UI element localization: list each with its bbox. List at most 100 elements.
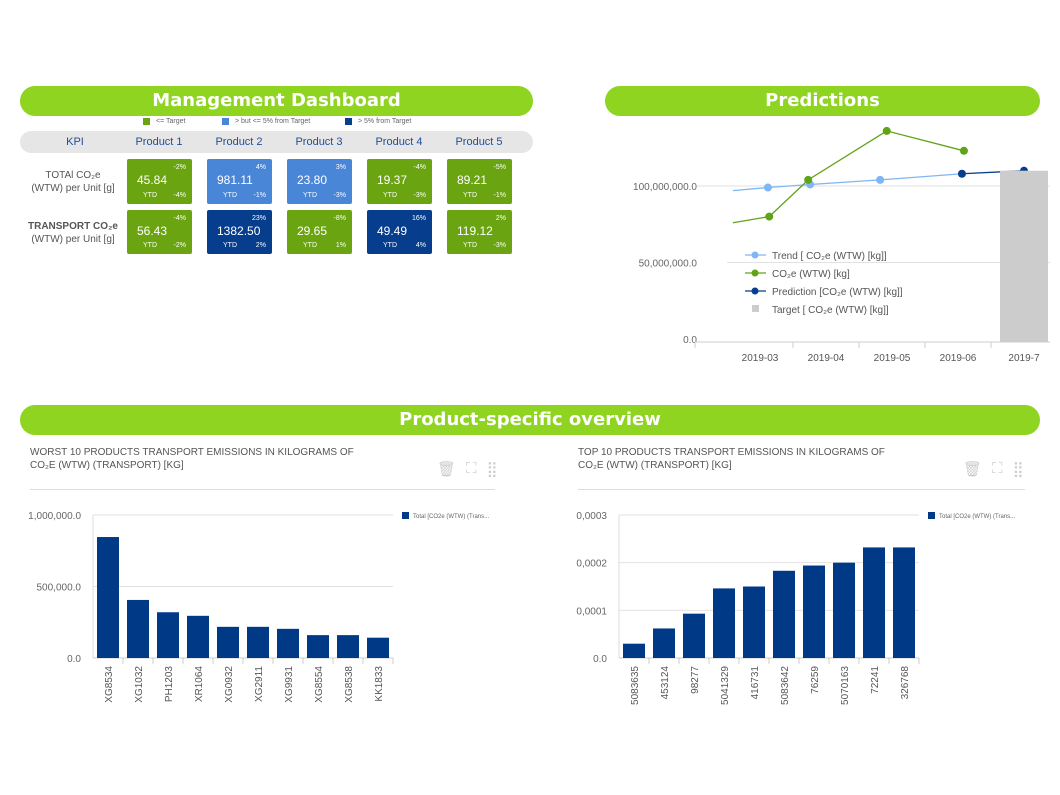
kpi-ytd-change: -4% — [173, 192, 186, 199]
legend-label[interactable]: Prediction [CO₂e (WTW) [kg]] — [772, 287, 903, 298]
bar[interactable] — [277, 628, 299, 658]
kpi-ytd-label: YTD — [463, 192, 477, 199]
data-point[interactable] — [763, 183, 772, 192]
data-point[interactable] — [957, 169, 966, 178]
bar[interactable] — [893, 547, 915, 658]
x-tick-label: XG2911 — [254, 666, 265, 702]
legend-label[interactable]: Trend [ CO₂e (WTW) [kg]] — [772, 251, 887, 262]
legend-label[interactable]: Total [CO2e (WTW) (Trans... — [413, 514, 489, 520]
bar[interactable] — [97, 537, 119, 658]
y-tick-label: 500,000.0 — [37, 583, 82, 594]
bar[interactable] — [653, 628, 675, 658]
kpi-tile[interactable]: 1382.50 23% YTD 2% — [207, 210, 272, 254]
kpi-column-header: KPI — [66, 136, 84, 148]
kpi-ytd-label: YTD — [303, 192, 317, 199]
product-column-header[interactable]: Product 2 — [215, 136, 263, 148]
y-tick-label: 50,000,000.0 — [639, 259, 698, 270]
legend-marker — [751, 287, 759, 295]
bar[interactable] — [743, 586, 765, 659]
kpi-change: 4% — [255, 164, 266, 171]
kpi-tile[interactable]: 56.43 -4% YTD -2% — [127, 210, 192, 254]
y-tick-label: 0,0002 — [576, 559, 607, 570]
kpi-label-line1: TOTAl CO₂e — [45, 170, 101, 181]
bar[interactable] — [623, 643, 645, 658]
x-tick-label: XG8554 — [314, 666, 325, 703]
kpi-value: 23.80 — [297, 173, 328, 187]
legend-label[interactable]: Total [CO2e (WTW) (Trans... — [939, 514, 1015, 520]
bar[interactable] — [307, 635, 329, 658]
legend-label[interactable]: Target [ CO₂e (WTW) [kg]] — [772, 305, 889, 316]
product-column-header[interactable]: Product 3 — [295, 136, 343, 148]
x-tick-label: XG9931 — [284, 666, 295, 703]
legend-label[interactable]: CO₂e (WTW) [kg] — [772, 269, 850, 280]
kpi-tile[interactable]: 45.84 -2% YTD -4% — [127, 159, 192, 204]
expand-icon[interactable]: ⛶ — [466, 460, 477, 477]
kpi-header-row — [20, 131, 533, 153]
x-tick-label: XG8538 — [344, 666, 355, 703]
data-point[interactable] — [765, 212, 774, 221]
legend-marker — [751, 269, 759, 277]
bar[interactable] — [833, 562, 855, 658]
chart-type-icon[interactable]: ⣿ — [1012, 461, 1024, 478]
trash-icon[interactable]: 🗑 — [437, 461, 457, 478]
legend-item: > but <= 5% from Target — [222, 118, 310, 125]
kpi-tile[interactable]: 981.11 4% YTD -1% — [207, 159, 272, 204]
kpi-tile[interactable]: 23.80 3% YTD -3% — [287, 159, 352, 204]
chart-type-icon[interactable]: ⣿ — [486, 461, 498, 478]
kpi-value: 29.65 — [297, 224, 328, 238]
kpi-tile[interactable]: 19.37 -4% YTD -3% — [367, 159, 432, 204]
product-column-header[interactable]: Product 4 — [375, 136, 423, 148]
legend-label: > 5% from Target — [358, 118, 412, 125]
kpi-tile[interactable]: 29.65 -8% YTD 1% — [287, 210, 352, 254]
y-tick-label: 0.0 — [67, 654, 81, 665]
kpi-ytd-change: -2% — [173, 242, 186, 249]
divider — [578, 489, 1025, 490]
kpi-tile[interactable]: 119.12 2% YTD -3% — [447, 210, 512, 254]
data-point[interactable] — [876, 175, 885, 184]
x-tick-label: XG1032 — [134, 666, 145, 703]
y-tick-label: 0,0003 — [576, 511, 607, 522]
x-tick-label: 2019-05 — [874, 353, 911, 364]
kpi-label-line1: TRANSPORT CO₂e — [27, 221, 118, 232]
legend-swatch — [345, 118, 352, 125]
bar[interactable] — [337, 635, 359, 658]
bar[interactable] — [713, 588, 735, 658]
x-tick-label: 5083635 — [630, 666, 641, 705]
kpi-ytd-label: YTD — [383, 192, 397, 199]
product-column-header[interactable]: Product 5 — [455, 136, 503, 148]
x-tick-label: XR1064 — [194, 666, 205, 703]
x-tick-label: 2019-04 — [808, 353, 845, 364]
data-point[interactable] — [959, 146, 968, 155]
bar[interactable] — [157, 612, 179, 658]
bar[interactable] — [367, 637, 389, 658]
bar[interactable] — [187, 615, 209, 658]
y-tick-label: 0,0001 — [576, 606, 607, 617]
kpi-ytd-change: -3% — [333, 192, 346, 199]
bar[interactable] — [803, 565, 825, 658]
kpi-change: 16% — [411, 215, 426, 222]
legend-label: > but <= 5% from Target — [235, 118, 311, 125]
x-tick-label: 76259 — [810, 666, 821, 694]
bar[interactable] — [127, 599, 149, 658]
product-column-header[interactable]: Product 1 — [135, 136, 183, 148]
data-point[interactable] — [804, 175, 813, 184]
worst-chart-toolbar: 🗑 ⛶ ⣿ — [437, 460, 498, 478]
bar[interactable] — [773, 570, 795, 658]
trash-icon[interactable]: 🗑 — [963, 461, 983, 478]
bar[interactable] — [217, 626, 239, 658]
bar[interactable] — [863, 547, 885, 658]
kpi-tile[interactable]: 49.49 16% YTD 4% — [367, 210, 432, 254]
expand-icon[interactable]: ⛶ — [992, 460, 1003, 477]
predictions-header: Predictions — [605, 86, 1040, 116]
x-tick-label: 2019-06 — [940, 353, 977, 364]
bar[interactable] — [683, 613, 705, 658]
legend-marker — [402, 512, 409, 519]
data-point[interactable] — [882, 126, 891, 135]
bar[interactable] — [247, 626, 269, 658]
kpi-tile[interactable]: 89.21 -5% YTD -1% — [447, 159, 512, 204]
top-chart-title: TOP 10 PRODUCTS TRANSPORT EMISSIONS IN K… — [578, 446, 885, 472]
x-tick-label: XG8534 — [104, 666, 115, 703]
predictions-chart: 0.0 50,000,000.0 100,000,000.0 2019-03 2019-… — [633, 126, 1050, 364]
kpi-change: 3% — [335, 164, 346, 171]
worst-products-chart: 0.0 500,000.0 1,000,000.0 XG8534 XG1032 PH120… — [28, 511, 489, 703]
